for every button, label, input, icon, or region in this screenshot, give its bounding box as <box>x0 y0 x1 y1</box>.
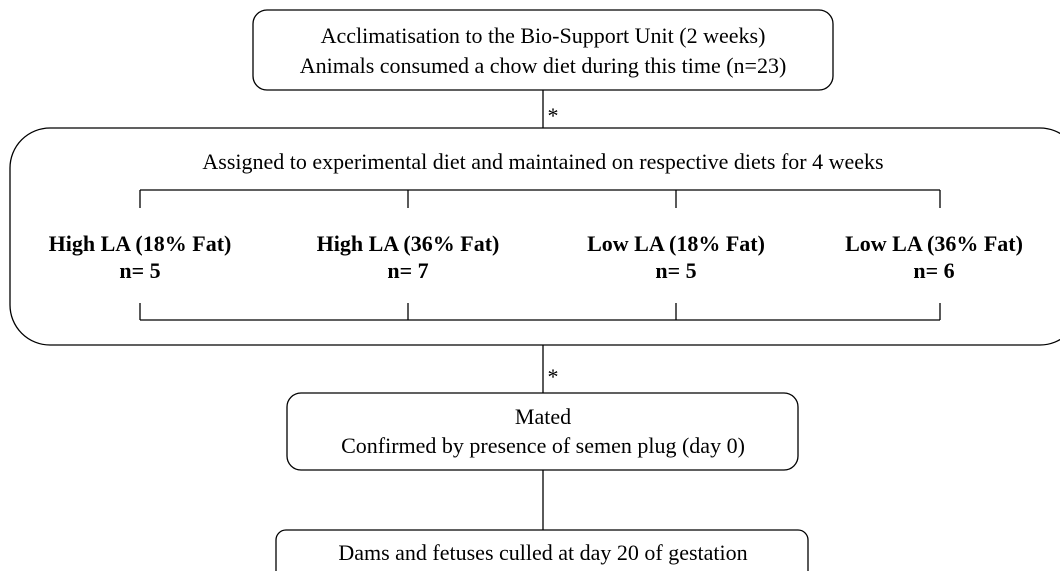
group-n: n= 7 <box>387 258 428 283</box>
box-title: Assigned to experimental diet and mainta… <box>202 149 883 174</box>
connector-star: * <box>548 364 559 389</box>
final-box <box>275 529 809 571</box>
diet-box <box>9 127 1060 346</box>
group-name: High LA (36% Fat) <box>317 231 500 256</box>
group-name: Low LA (36% Fat) <box>845 231 1023 256</box>
box-text: Animals consumed a chow diet during this… <box>300 53 787 78</box>
group-name: Low LA (18% Fat) <box>587 231 765 256</box>
box-text: Confirmed by presence of semen plug (day… <box>341 433 745 458</box>
connector-star: * <box>548 103 559 128</box>
group-name: High LA (18% Fat) <box>49 231 232 256</box>
box-text: Acclimatisation to the Bio-Support Unit … <box>321 23 766 48</box>
group-n: n= 6 <box>913 258 954 283</box>
box-text: Mated <box>515 404 571 429</box>
box-text: Dams and fetuses culled at day 20 of ges… <box>338 540 747 565</box>
group-n: n= 5 <box>119 258 160 283</box>
group-n: n= 5 <box>655 258 696 283</box>
